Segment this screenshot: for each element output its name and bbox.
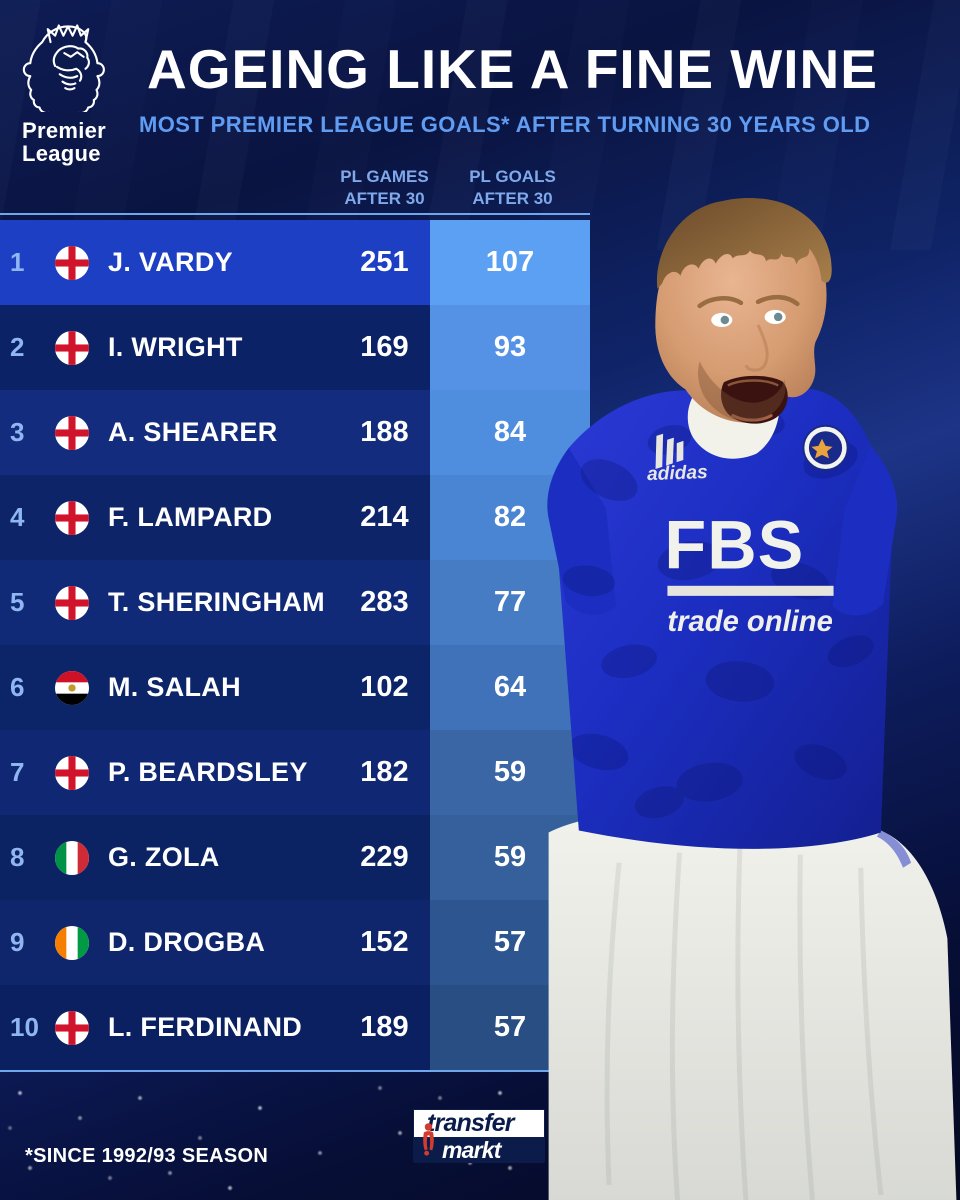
svg-text:FBS: FBS bbox=[664, 507, 804, 584]
svg-text:adidas: adidas bbox=[647, 462, 708, 485]
svg-text:trade online: trade online bbox=[667, 606, 832, 638]
